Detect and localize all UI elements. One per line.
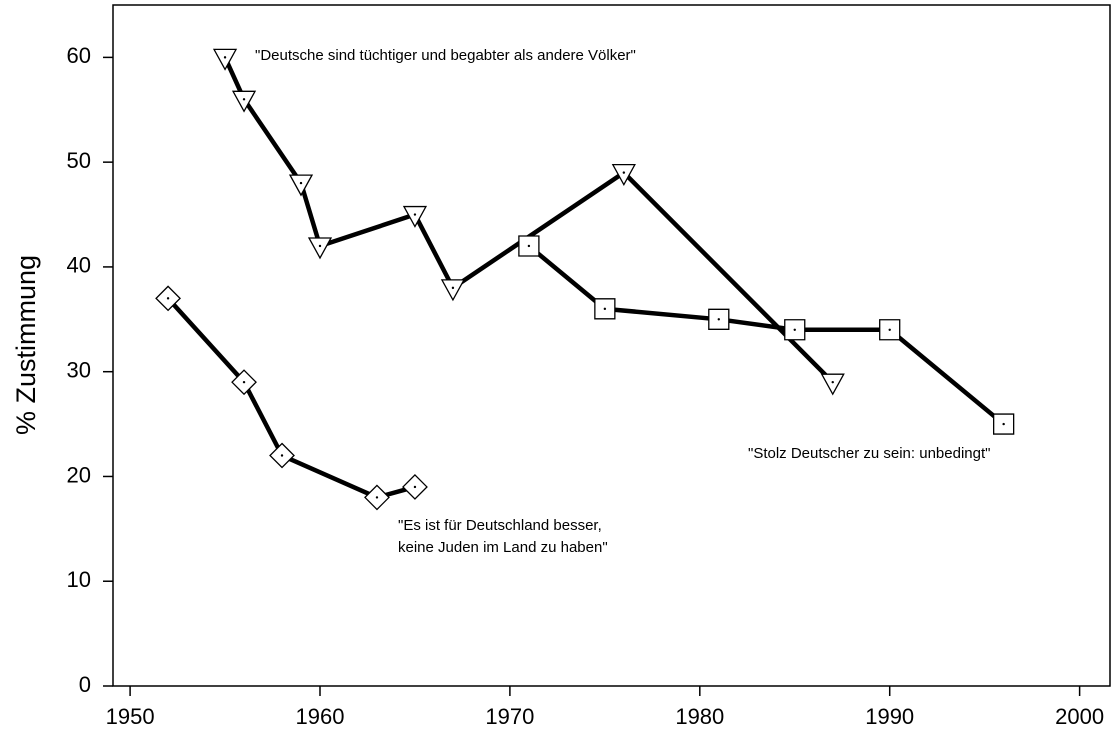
- marker-dot: [451, 286, 455, 290]
- annotation: "Es ist für Deutschland besser,: [398, 517, 602, 534]
- series-line: [166, 296, 416, 500]
- y-axis-label: % Zustimmung: [11, 255, 41, 435]
- marker-dot: [793, 328, 796, 331]
- marker: [820, 373, 845, 396]
- marker: [288, 174, 314, 197]
- x-tick-label: 1970: [485, 704, 534, 729]
- y-tick-label: 60: [67, 43, 91, 68]
- marker: [364, 484, 390, 511]
- marker-dot: [413, 213, 417, 216]
- x-tick-label: 1980: [675, 704, 724, 729]
- y-tick-label: 30: [67, 358, 91, 383]
- x-tick-label: 1950: [106, 704, 155, 729]
- plot-frame: [112, 4, 1111, 687]
- annotation: "Stolz Deutscher zu sein: unbedingt": [748, 445, 990, 462]
- x-tick-label: 2000: [1055, 704, 1104, 729]
- marker-dot: [166, 297, 170, 300]
- marker-shape: [611, 163, 636, 186]
- marker-shape: [440, 279, 466, 302]
- marker: [402, 205, 428, 228]
- series-line: [527, 244, 1006, 426]
- marker-dot: [717, 318, 720, 321]
- y-tick-label: 0: [79, 672, 91, 697]
- marker-dot: [888, 328, 891, 331]
- marker-shape: [402, 205, 428, 228]
- marker: [231, 369, 257, 396]
- marker-dot: [527, 244, 531, 248]
- marker-dot: [622, 171, 626, 174]
- marker-dot: [603, 307, 607, 311]
- marker: [993, 413, 1015, 435]
- marker-dot: [831, 380, 834, 384]
- marker-dot: [299, 181, 303, 185]
- y-tick-label: 50: [67, 148, 91, 173]
- marker-shape: [212, 48, 238, 71]
- marker-dot: [242, 98, 246, 101]
- marker-dot: [242, 380, 246, 384]
- marker-dot: [280, 454, 284, 457]
- marker: [155, 285, 181, 312]
- marker: [611, 163, 636, 186]
- marker-dot: [413, 485, 417, 489]
- x-tick-label: 1960: [296, 704, 345, 729]
- annotation: "Deutsche sind tüchtiger und begabter al…: [255, 47, 636, 64]
- y-tick-label: 10: [67, 567, 91, 592]
- marker: [708, 308, 730, 330]
- y-tick-label: 20: [67, 462, 91, 487]
- marker-shape: [288, 174, 314, 197]
- marker-dot: [1002, 422, 1005, 426]
- marker-dot: [375, 496, 379, 499]
- annotation: keine Juden im Land zu haben": [398, 539, 608, 556]
- series-line: [222, 56, 835, 384]
- marker: [269, 442, 295, 469]
- marker: [594, 298, 616, 320]
- marker-shape: [231, 90, 257, 113]
- marker-dot: [223, 56, 227, 59]
- marker: [307, 237, 333, 260]
- marker: [402, 474, 428, 500]
- marker-dot: [318, 244, 322, 248]
- marker: [784, 319, 806, 341]
- marker-shape: [307, 237, 333, 260]
- marker: [212, 48, 238, 71]
- marker: [518, 235, 540, 257]
- marker: [879, 319, 901, 341]
- marker: [231, 90, 257, 113]
- x-tick-label: 1990: [865, 704, 914, 729]
- marker: [440, 279, 466, 302]
- y-tick-label: 40: [67, 253, 91, 278]
- marker-shape: [820, 373, 845, 396]
